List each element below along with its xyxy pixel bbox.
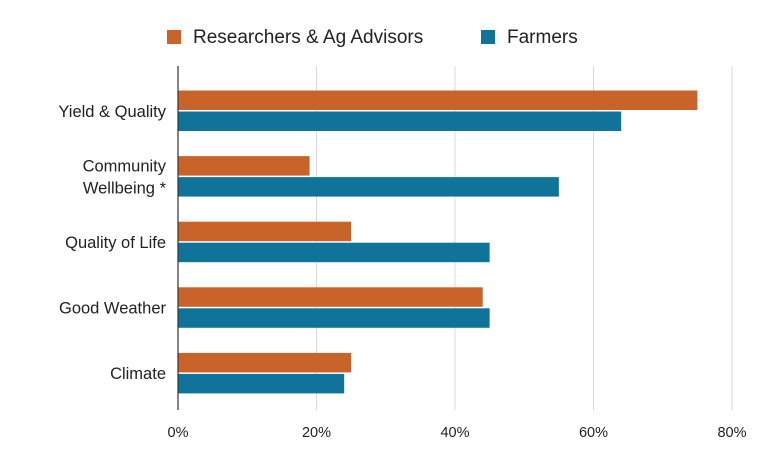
category-label: Community Wellbeing * [83, 157, 167, 197]
legend-swatch [481, 30, 495, 44]
bar-researchers [178, 156, 310, 176]
bar-researchers [178, 90, 698, 110]
legend: Researchers & Ag Advisors Farmers [167, 27, 578, 48]
category-label: Quality of Life [65, 234, 166, 252]
bar-researchers [178, 287, 483, 307]
x-tick-label: 40% [440, 425, 469, 441]
category-label: Climate [110, 365, 166, 383]
category-label: Good Weather [59, 300, 167, 318]
labels: 0% 20% 40% 60% 80% Yield & Quality Community We… [58, 103, 746, 441]
bar-farmers [178, 308, 490, 328]
bar-farmers [178, 111, 622, 131]
bar-farmers [178, 373, 345, 394]
x-tick-label: 60% [579, 425, 608, 441]
legend-swatch [167, 30, 181, 44]
category-label: Yield & Quality [58, 103, 166, 121]
bar-farmers [178, 177, 559, 197]
bars [178, 90, 698, 394]
x-tick-label: 80% [717, 425, 746, 441]
x-tick-label: 0% [168, 425, 189, 441]
legend-label: Researchers & Ag Advisors [193, 27, 423, 48]
legend-label: Farmers [507, 27, 578, 48]
x-tick-label: 20% [302, 425, 331, 441]
bar-researchers [178, 352, 352, 373]
bar-researchers [178, 221, 352, 242]
bar-farmers [178, 242, 490, 263]
